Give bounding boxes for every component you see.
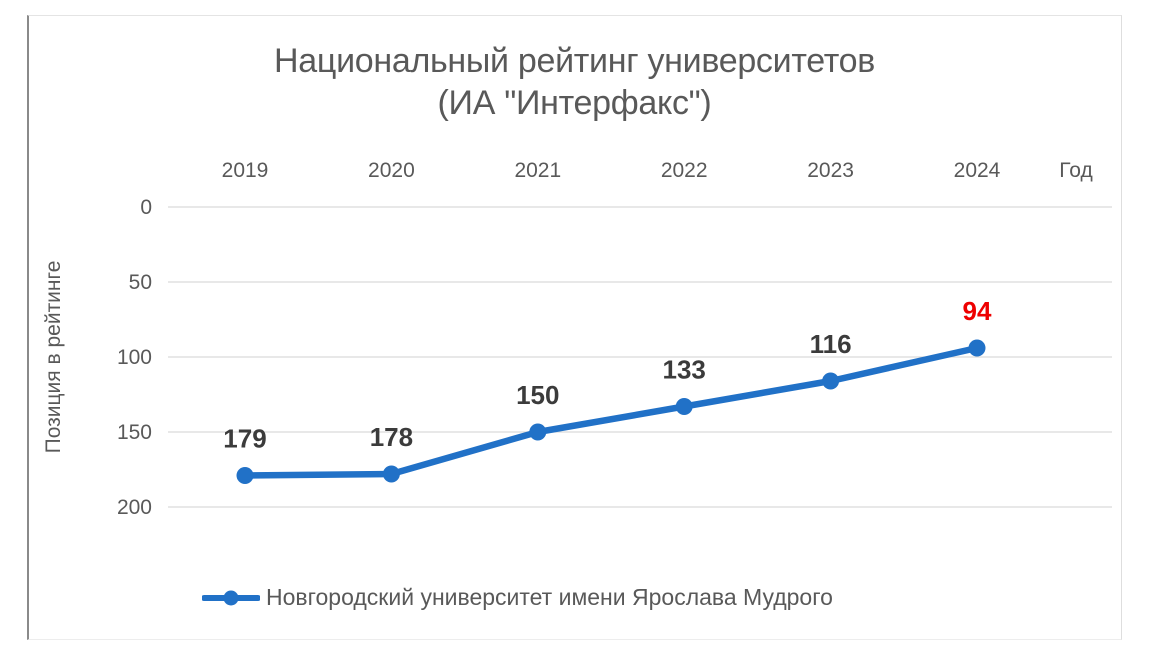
data-point-marker — [675, 398, 693, 415]
y-axis-title: Позиция в рейтинге — [42, 261, 65, 454]
legend-line-marker-icon — [202, 590, 260, 605]
x-tick-label: 2022 — [661, 159, 708, 182]
data-point-marker — [822, 372, 840, 390]
data-point-label: 178 — [370, 422, 413, 452]
data-point-label: 150 — [516, 380, 559, 410]
x-tick-label: 2024 — [954, 159, 1001, 182]
data-point-label: 94 — [963, 296, 992, 326]
data-point-marker — [529, 423, 547, 441]
data-point-label: 133 — [663, 355, 706, 385]
data-point-label: 179 — [223, 424, 266, 454]
x-tick-label: 2019 — [222, 159, 269, 182]
data-point-label: 116 — [810, 329, 852, 359]
x-tick-label: 2020 — [368, 159, 415, 182]
data-point-marker — [236, 467, 254, 484]
legend-series-label: Новгородский университет имени Ярослава … — [266, 584, 833, 610]
series-line — [241, 344, 981, 479]
chart-title: Национальный рейтинг университетов (ИА "… — [27, 40, 1122, 124]
chart-frame-border — [27, 15, 1122, 640]
data-point-marker — [382, 465, 400, 483]
y-tick-label: 50 — [129, 271, 152, 294]
y-tick-label: 150 — [117, 421, 152, 444]
chart-title-line2: (ИА "Интерфакс") — [437, 84, 712, 122]
legend: Новгородский университет имени Ярослава … — [202, 584, 833, 611]
data-point-marker — [968, 339, 986, 357]
chart-title-line1: Национальный рейтинг университетов — [274, 42, 875, 80]
y-tick-label: 200 — [117, 496, 152, 519]
x-tick-label: 2021 — [514, 159, 561, 182]
y-tick-label: 100 — [117, 346, 152, 369]
y-tick-label: 0 — [140, 196, 152, 219]
x-tick-label: 2023 — [807, 159, 854, 182]
x-axis-title: Год — [1059, 159, 1092, 182]
